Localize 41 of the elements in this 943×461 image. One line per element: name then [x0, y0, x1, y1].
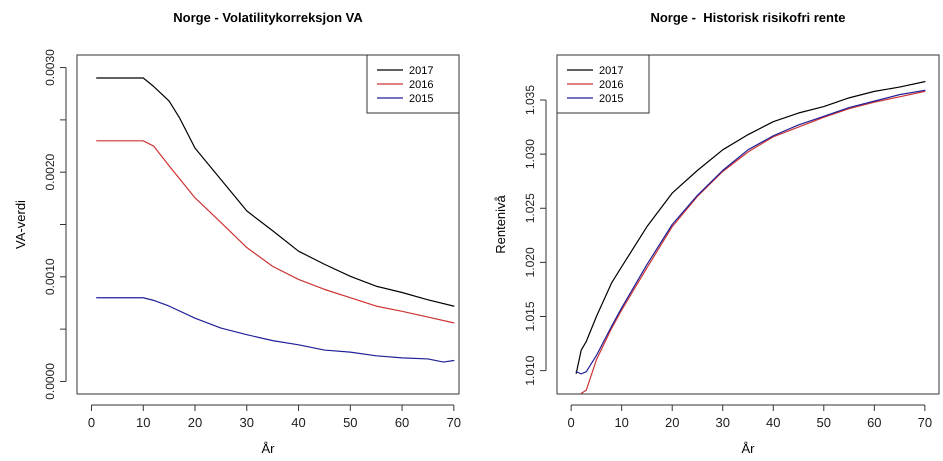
chart-title: Norge - Historisk risikofri rente — [650, 10, 846, 25]
y-tick-label: 1.025 — [523, 192, 537, 224]
legend-label: 2017 — [599, 65, 624, 77]
y-axis-title: Rentenivå — [493, 194, 508, 254]
legend-label: 2016 — [409, 79, 434, 91]
y-tick-label: 1.035 — [523, 84, 537, 116]
line-series — [96, 140, 454, 324]
x-tick-label: 60 — [394, 415, 410, 430]
x-tick-label: 20 — [664, 415, 680, 430]
legend-label: 2015 — [599, 93, 624, 105]
x-tick-label: 0 — [88, 415, 96, 430]
y-tick-label: 1.030 — [523, 138, 537, 170]
y-tick-label: 0.0020 — [43, 154, 57, 191]
x-tick-label: 60 — [867, 415, 882, 430]
y-tick-label: 0.0030 — [43, 48, 57, 86]
x-tick-label: 40 — [291, 415, 306, 430]
x-tick-label: 50 — [343, 415, 358, 430]
legend-label: 2016 — [599, 79, 624, 91]
line-series — [96, 77, 454, 307]
legend-label: 2015 — [409, 93, 434, 105]
x-tick-label: 30 — [716, 415, 730, 430]
x-tick-label: 0 — [568, 415, 575, 430]
x-tick-label: 70 — [918, 415, 932, 430]
y-tick-label: 1.015 — [523, 301, 537, 332]
y-tick-label: 0.0000 — [43, 362, 57, 400]
x-tick-label: 70 — [446, 415, 462, 430]
y-tick-label: 1.010 — [523, 355, 537, 386]
y-tick-label: 0.0010 — [43, 258, 57, 296]
chart-title: Norge - Volatilitykorreksjon VA — [173, 10, 364, 25]
x-axis-title: År — [262, 441, 276, 456]
line-series — [96, 297, 454, 363]
y-tick-label: 1.020 — [523, 247, 537, 278]
x-tick-label: 50 — [816, 415, 832, 430]
x-tick-label: 10 — [136, 415, 150, 430]
x-tick-label: 30 — [240, 415, 254, 430]
x-tick-label: 10 — [614, 415, 629, 430]
legend-label: 2017 — [409, 65, 434, 77]
x-tick-label: 40 — [766, 415, 780, 430]
x-axis-title: År — [742, 441, 756, 456]
y-axis-title: VA-verdi — [13, 200, 28, 249]
x-tick-label: 20 — [188, 415, 202, 430]
